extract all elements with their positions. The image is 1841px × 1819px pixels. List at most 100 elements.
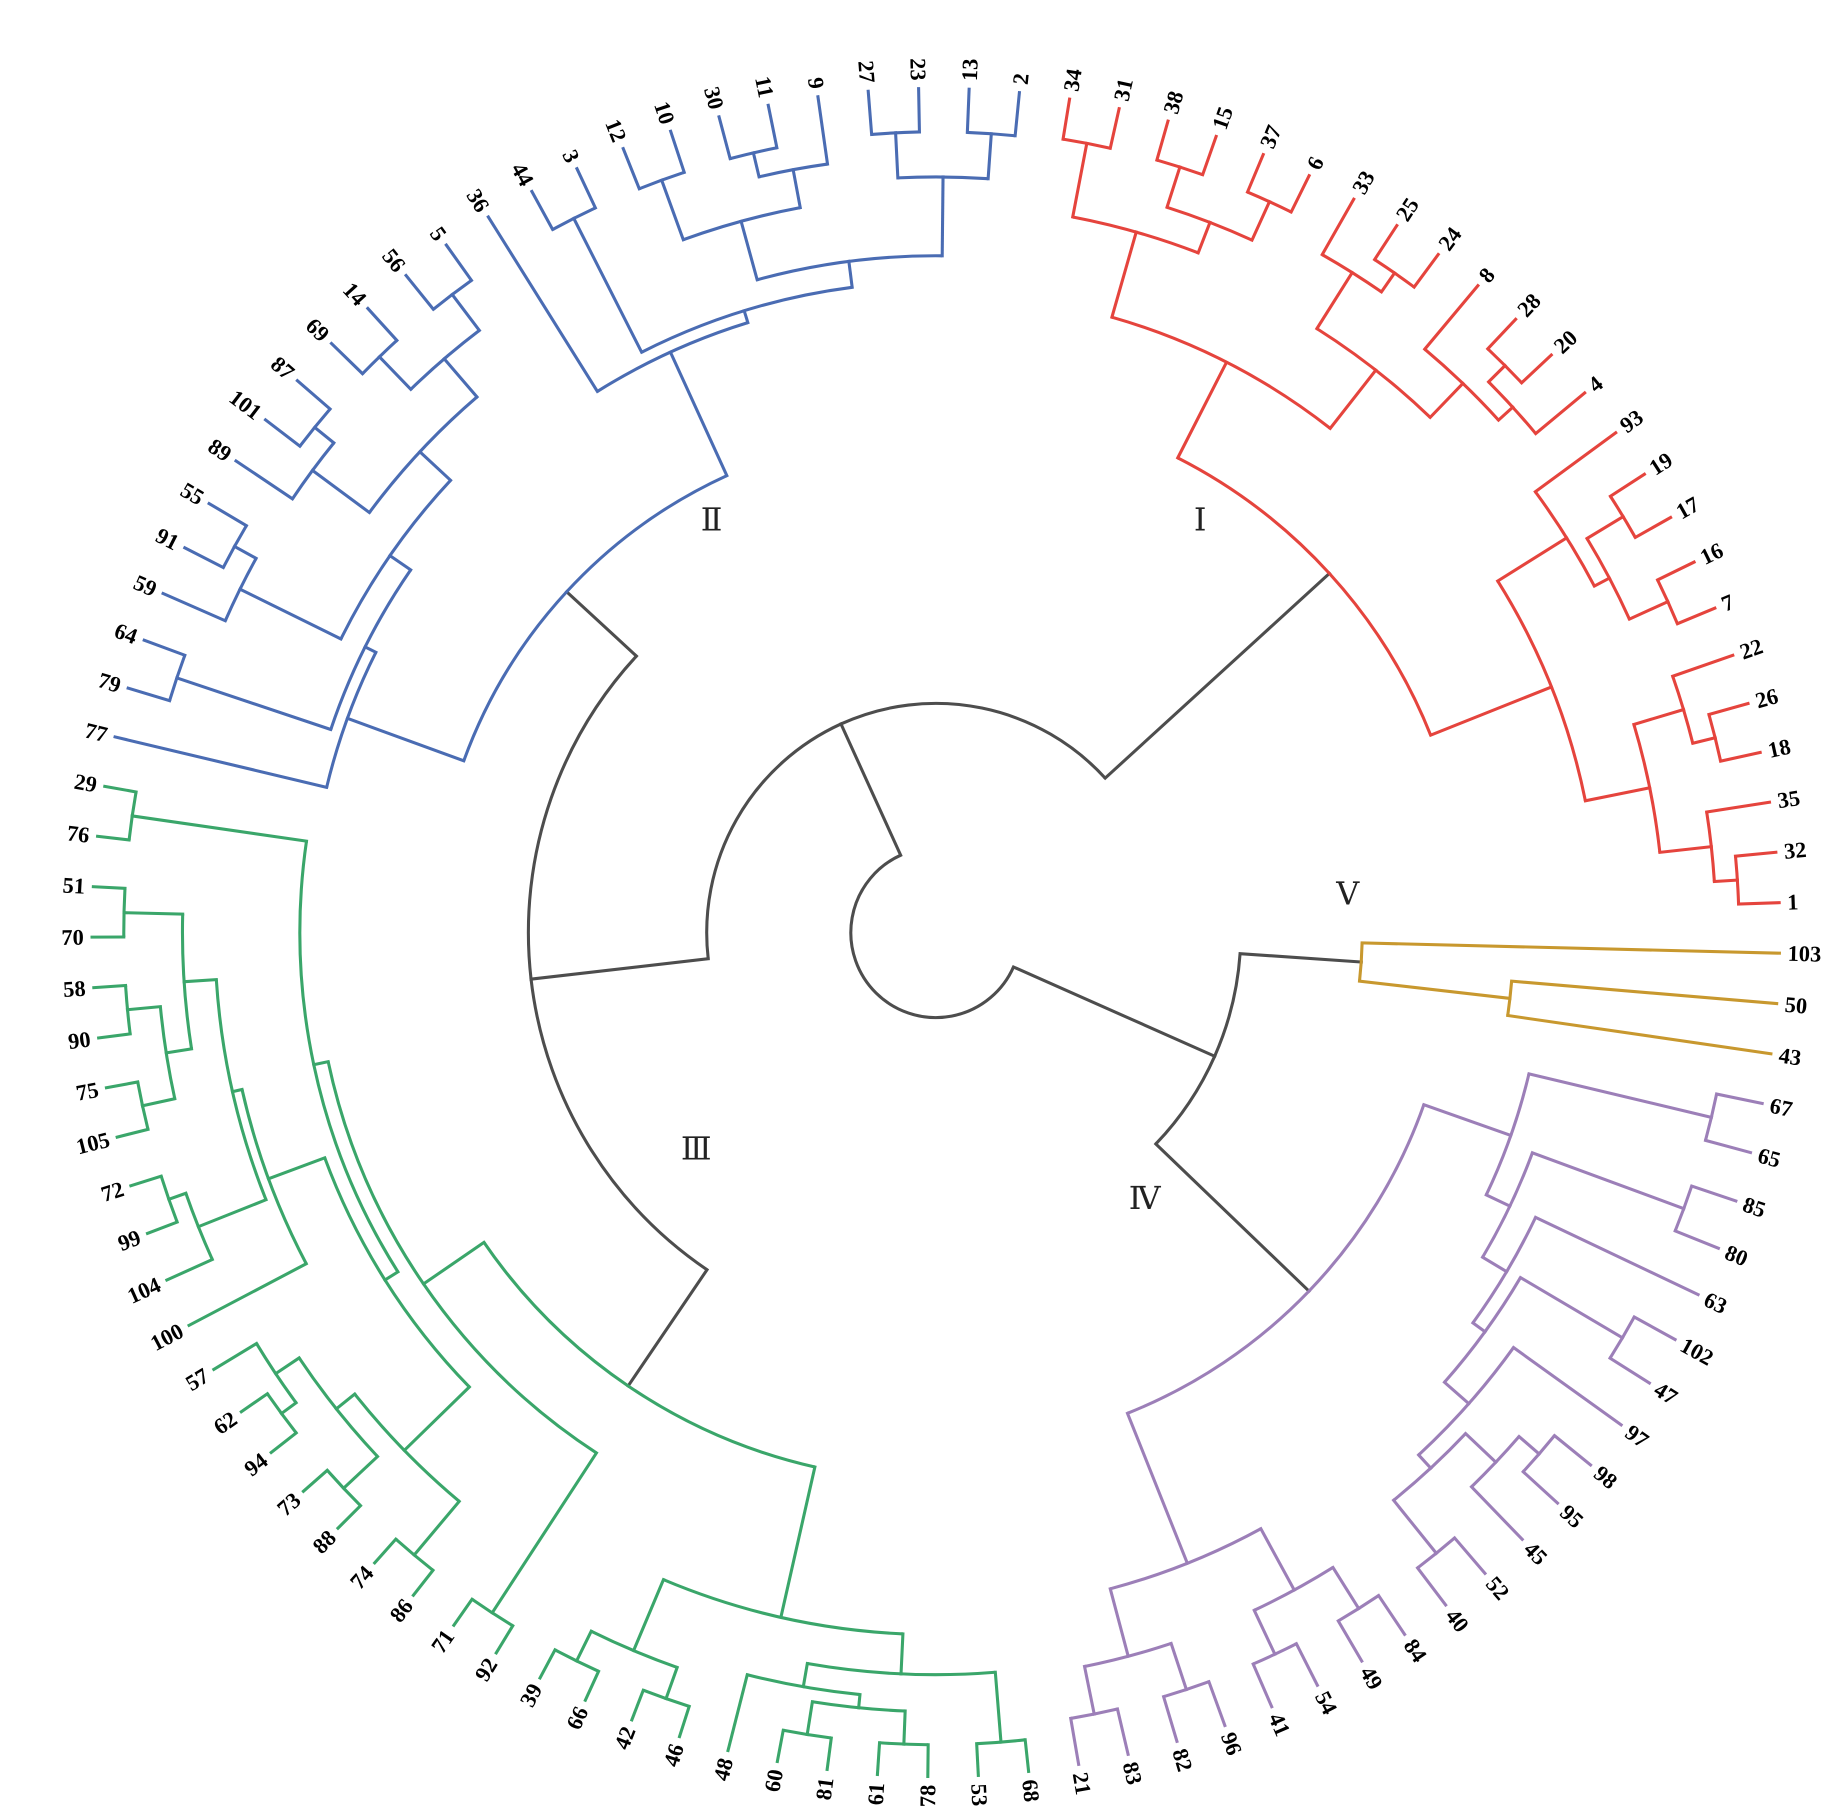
branch-line <box>1631 707 1686 727</box>
branch-line <box>1428 381 1466 420</box>
leaf-label: 52 <box>1481 1571 1515 1604</box>
branch-arc <box>353 1393 461 1503</box>
branch-arc <box>214 979 268 1201</box>
branch-line <box>1238 952 1363 964</box>
branch-line <box>1658 845 1713 855</box>
leaf-label: 104 <box>124 1272 165 1309</box>
leaf-label: 30 <box>699 84 729 112</box>
branch-arc <box>1609 495 1637 539</box>
branch-line <box>1165 165 1182 210</box>
branch-arc <box>640 285 853 354</box>
branch-line <box>742 308 750 325</box>
branch-line <box>140 1096 177 1108</box>
leaf-label: 96 <box>1216 1729 1247 1759</box>
leaf-branch <box>263 417 303 449</box>
leaf-label: 44 <box>506 159 539 191</box>
branch-line <box>1153 1141 1312 1294</box>
branch-line <box>1070 141 1089 219</box>
cluster-label-I: Ⅰ <box>1194 500 1207 538</box>
branch-arc <box>1316 327 1432 419</box>
leaf-branch <box>866 89 874 137</box>
branch-line <box>1583 785 1652 803</box>
leaf-branch <box>1511 1345 1624 1428</box>
branch-line <box>1484 1192 1512 1209</box>
leaf-label: 81 <box>811 1776 839 1801</box>
branch-line <box>1690 735 1718 746</box>
leaf-label: 27 <box>853 60 880 84</box>
branch-arc <box>291 441 336 500</box>
branch-line <box>266 1155 327 1181</box>
branch-line <box>1249 199 1272 243</box>
leaf-label: 62 <box>209 1406 242 1439</box>
branch-line <box>1421 1102 1513 1138</box>
leaf-label: 73 <box>272 1487 305 1521</box>
branch-arc <box>1392 1432 1467 1502</box>
leaf-branch <box>329 341 365 376</box>
leaf-branch <box>95 834 131 842</box>
leaf-branch <box>1452 1535 1488 1576</box>
leaf-branch <box>917 87 922 134</box>
leaf-label: 13 <box>957 58 983 81</box>
leaf-branch <box>335 1503 363 1531</box>
branch-line <box>421 1240 487 1287</box>
branch-line <box>856 1692 862 1710</box>
leaf-label: 75 <box>74 1077 101 1106</box>
leaf-label: 57 <box>181 1363 213 1396</box>
leaf-branch <box>677 1704 692 1739</box>
branch-arc <box>551 206 597 231</box>
branch-arc <box>1522 1434 1556 1473</box>
leaf-label: 5 <box>425 222 452 246</box>
leaf-label: 31 <box>1109 76 1138 103</box>
leaf-label: 89 <box>204 433 237 466</box>
leaf-branch <box>1521 1469 1560 1506</box>
branch-arc <box>682 206 801 242</box>
branch-arc <box>339 479 452 640</box>
branch-line <box>1530 1150 1686 1211</box>
branch-line <box>1125 1411 1190 1566</box>
branch-arc <box>159 1175 179 1223</box>
branch-arc <box>1252 1642 1298 1666</box>
branch-line <box>986 132 993 181</box>
leaf-branch <box>161 591 228 623</box>
branch-line <box>1516 1434 1542 1457</box>
leaf-branch <box>1360 941 1781 955</box>
branch-line <box>838 721 903 858</box>
branch-line <box>1592 576 1612 589</box>
leaf-label: 46 <box>658 1741 689 1770</box>
leaf-branch <box>1552 1433 1593 1468</box>
leaf-label: 95 <box>1555 1500 1588 1534</box>
leaf-branch <box>1115 1707 1130 1757</box>
leaf-label: 25 <box>1391 193 1424 225</box>
branch-arc <box>1337 1594 1380 1623</box>
branch-arc <box>1656 579 1679 625</box>
branch-arc <box>1253 1566 1334 1612</box>
branch-arc <box>1632 723 1662 853</box>
branch-arc <box>184 1192 214 1261</box>
leaf-branch <box>142 638 187 658</box>
leaf-branch <box>1161 1694 1179 1744</box>
leaf-branch <box>1533 1215 1701 1297</box>
leaf-branch <box>529 189 555 232</box>
leaf-branch <box>621 146 642 191</box>
leaf-label: 93 <box>1615 404 1648 437</box>
leaf-label: 88 <box>308 1525 342 1559</box>
branch-line <box>1627 599 1670 622</box>
leaf-branch <box>717 114 733 161</box>
leaf-branch <box>403 273 436 312</box>
branch-arc <box>482 1241 816 1469</box>
leaf-labels: 1035043676585806310247979895455240844954… <box>61 58 1821 1807</box>
leaf-label: 35 <box>1776 785 1802 813</box>
branch-arc <box>1417 1346 1515 1457</box>
leaf-label: 94 <box>239 1448 272 1482</box>
branch-arc <box>1177 456 1433 736</box>
branch-arc <box>871 130 920 136</box>
branch-arc <box>1534 490 1596 587</box>
leaf-label: 41 <box>1264 1709 1296 1740</box>
branch-arc <box>368 395 479 514</box>
branch-arc <box>432 279 473 311</box>
branch-line <box>801 1661 810 1689</box>
leaf-label: 26 <box>1753 683 1781 713</box>
leaf-branch <box>1289 173 1312 215</box>
leaf-branch <box>1206 1679 1227 1728</box>
leaf-branch <box>537 1647 558 1681</box>
